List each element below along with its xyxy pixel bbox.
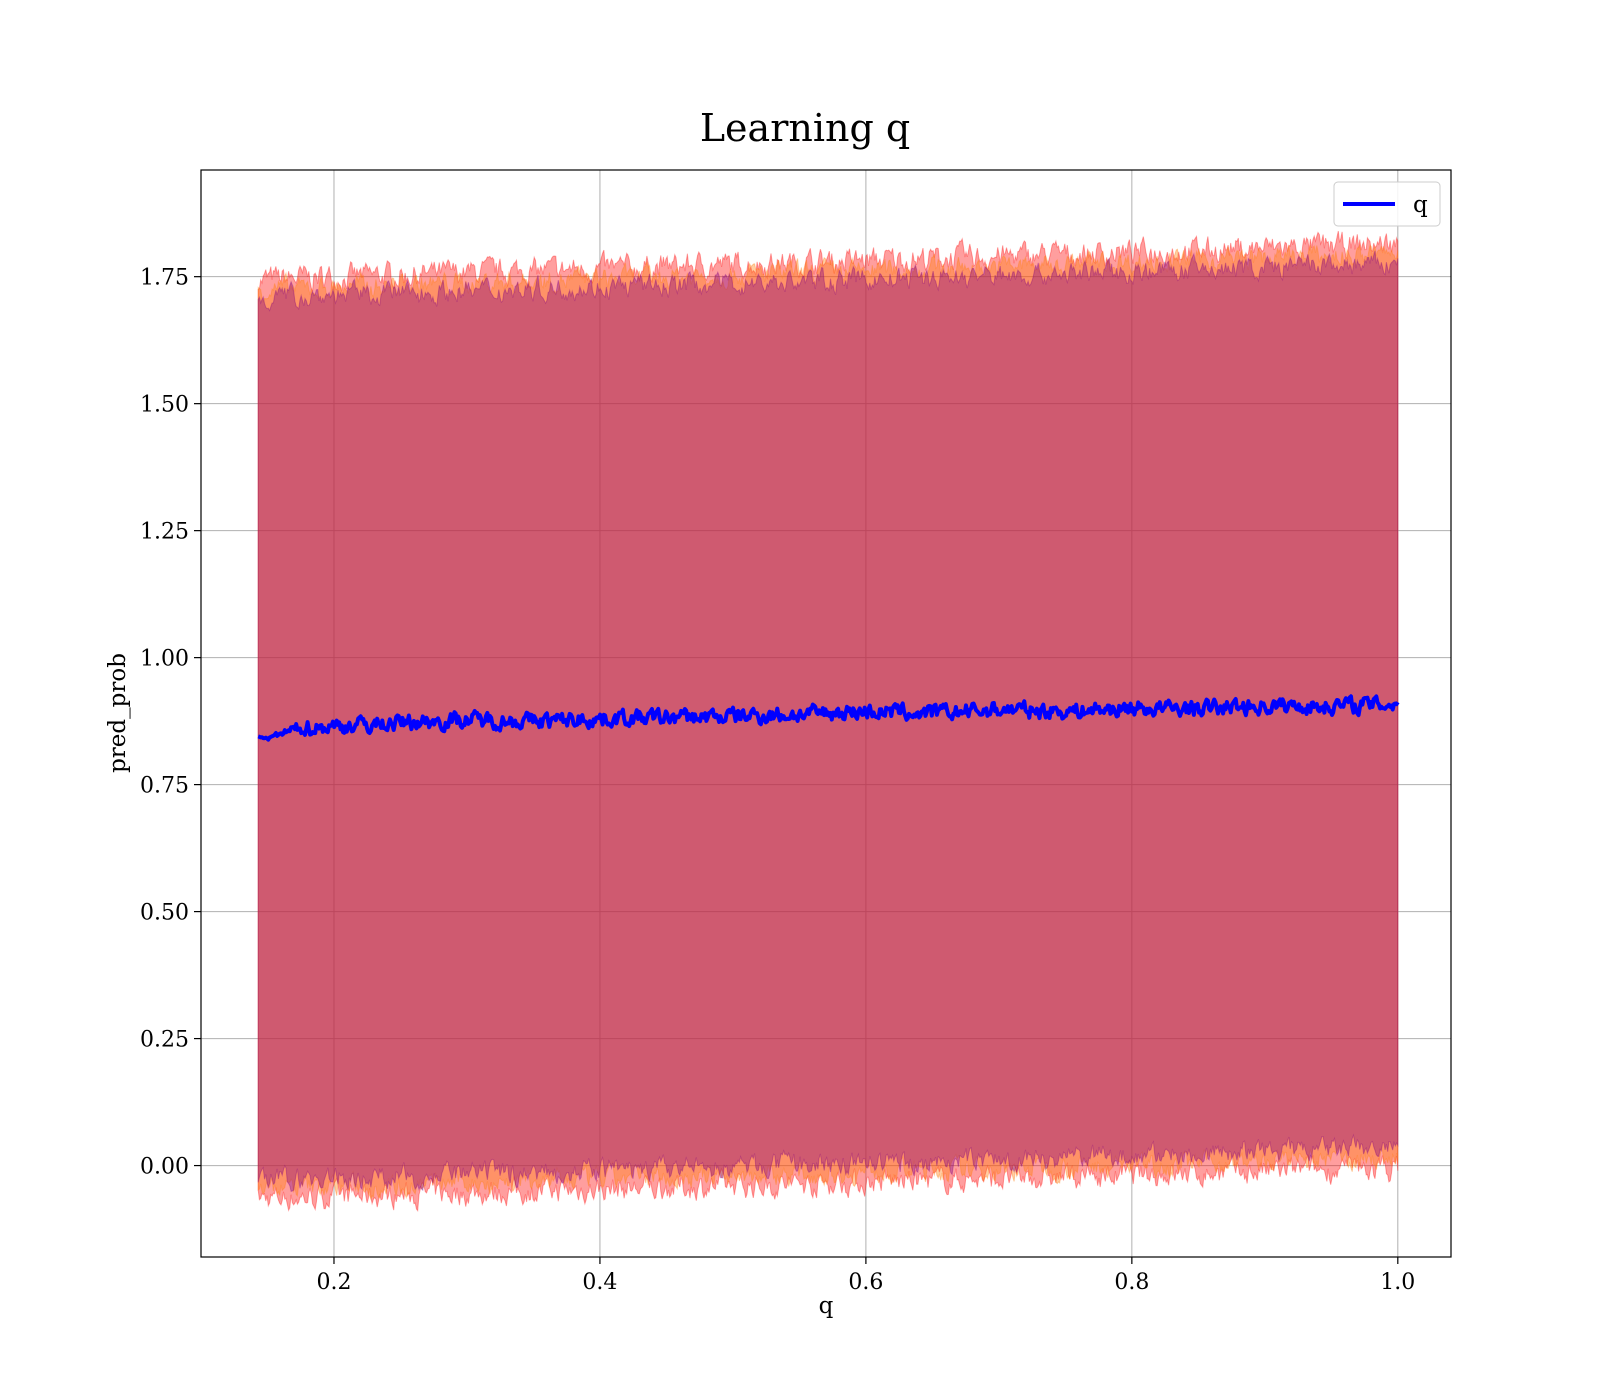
series-lines: [257, 694, 1400, 742]
legend-label-q: q: [1413, 192, 1428, 218]
x-axis-label: q: [819, 1293, 834, 1319]
x-tick-label: 0.2: [316, 1270, 351, 1295]
y-tick-label: 0.75: [140, 774, 189, 799]
y-tick-label: 0.00: [140, 1155, 189, 1180]
y-tick-label: 1.00: [140, 647, 189, 672]
x-tick-label: 1.0: [1380, 1270, 1415, 1295]
y-tick-label: 0.50: [140, 901, 189, 926]
x-tick-label: 0.6: [848, 1270, 883, 1295]
band-2: [257, 250, 1399, 1193]
band-0: [257, 230, 1399, 1213]
band-1: [257, 244, 1399, 1201]
grid: [201, 170, 1451, 1257]
y-tick-label: 1.50: [140, 393, 189, 418]
series-line-q: [257, 694, 1400, 742]
y-tick-label: 1.25: [140, 520, 189, 545]
x-tick-label: 0.4: [582, 1270, 617, 1295]
x-axis-ticks: 0.2 0.4 0.6 0.8 1.0: [316, 1257, 1415, 1295]
y-axis-label: pred_prob: [105, 653, 131, 773]
legend: q: [1333, 181, 1441, 227]
x-tick-label: 0.8: [1114, 1270, 1149, 1295]
plot-frame: [200, 169, 1452, 1258]
y-axis-ticks: 0.00 0.25 0.50 0.75 1.00 1.25 1.50 1.75: [140, 266, 201, 1180]
chart-title: Learning q: [700, 106, 910, 150]
y-tick-label: 1.75: [140, 266, 189, 291]
confidence-bands: [257, 230, 1399, 1213]
y-tick-label: 0.25: [140, 1028, 189, 1053]
